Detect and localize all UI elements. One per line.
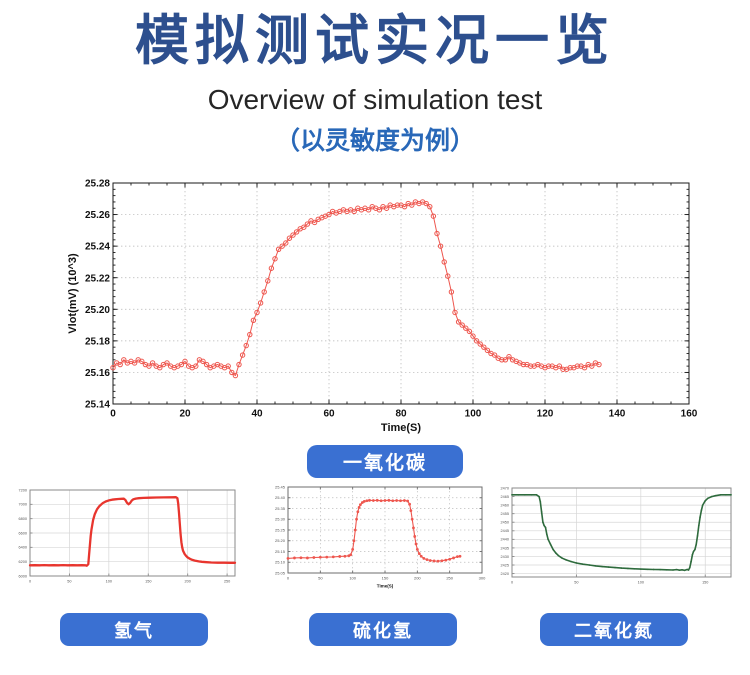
hydrogen-chart-canvas: 0 50 100 150 200 250 6000 6200 6400 6600 6800 7000 7… (19, 488, 237, 583)
svg-text:6400: 6400 (19, 546, 27, 550)
svg-text:50: 50 (318, 576, 323, 581)
hydrogen-chart: 0 50 100 150 200 250 6000 6200 6400 6600 6800 7000 7… (16, 487, 240, 587)
svg-text:200: 200 (414, 576, 421, 581)
svg-text:6800: 6800 (19, 517, 27, 521)
svg-text:25.26: 25.26 (85, 210, 110, 221)
svg-text:25.20: 25.20 (275, 538, 286, 543)
svg-text:50: 50 (67, 579, 71, 583)
svg-text:100: 100 (638, 580, 644, 584)
svg-text:6000: 6000 (19, 574, 27, 578)
svg-text:20: 20 (179, 409, 191, 420)
svg-text:7000: 7000 (19, 503, 27, 507)
svg-text:25.28: 25.28 (85, 179, 110, 190)
svg-text:150: 150 (702, 580, 708, 584)
svg-text:50: 50 (574, 580, 578, 584)
svg-text:2440: 2440 (501, 538, 509, 542)
svg-text:160: 160 (681, 409, 698, 420)
svg-text:2455: 2455 (501, 512, 509, 516)
page-title: 模拟测试实况一览 (135, 11, 615, 71)
svg-text:25.24: 25.24 (85, 242, 110, 253)
svg-text:25.15: 25.15 (275, 549, 286, 554)
svg-text:25.40: 25.40 (275, 495, 286, 500)
svg-text:6600: 6600 (19, 531, 27, 535)
nitrogen-dioxide-chart: 0 50 100 150 2420 2425 2430 2435 2440 2445 2450 245… (496, 485, 736, 587)
svg-text:150: 150 (145, 579, 151, 583)
svg-text:2420: 2420 (501, 572, 509, 576)
svg-text:80: 80 (395, 409, 407, 420)
svg-text:25.18: 25.18 (85, 336, 110, 347)
svg-text:25.45: 25.45 (275, 484, 286, 489)
svg-text:120: 120 (537, 409, 554, 420)
svg-text:40: 40 (251, 409, 263, 420)
svg-text:0: 0 (511, 580, 513, 584)
svg-text:300: 300 (479, 576, 486, 581)
svg-text:100: 100 (349, 576, 356, 581)
svg-text:2430: 2430 (501, 555, 509, 559)
svg-text:25.14: 25.14 (85, 400, 110, 411)
svg-text:2445: 2445 (501, 529, 509, 533)
svg-text:Time(S): Time(S) (381, 422, 421, 434)
svg-text:2460: 2460 (501, 503, 509, 507)
badge-nitrogen-dioxide: 二氧化氮 (540, 613, 688, 646)
svg-text:100: 100 (106, 579, 112, 583)
svg-text:150: 150 (382, 576, 389, 581)
svg-text:25.16: 25.16 (85, 368, 110, 379)
svg-text:25.35: 25.35 (275, 506, 286, 511)
hydrogen-sulfide-chart-canvas: 0 50 100 150 200 250 300 25.05 25.10 25.15 25.20 25… (275, 484, 486, 589)
hydrogen-sulfide-chart: 0 50 100 150 200 250 300 25.05 25.10 25.15 25.20 25… (270, 483, 492, 591)
nitrogen-dioxide-chart-canvas: 0 50 100 150 2420 2425 2430 2435 2440 2445 2450 245… (501, 486, 732, 584)
svg-text:2465: 2465 (501, 495, 509, 499)
badge-hydrogen-sulfide: 硫化氢 (309, 613, 457, 646)
svg-text:25.30: 25.30 (275, 517, 286, 522)
svg-text:25.25: 25.25 (275, 527, 286, 532)
svg-text:7200: 7200 (19, 488, 27, 492)
carbon-monoxide-chart-canvas: 0 20 40 60 80 100 120 140 160 25.14 25.16 25.18 25.2… (67, 179, 698, 434)
svg-text:25.22: 25.22 (85, 273, 110, 284)
svg-text:200: 200 (185, 579, 191, 583)
carbon-monoxide-sensitivity-chart: 0 20 40 60 80 100 120 140 160 25.14 25.16 25.18 25.2… (66, 162, 711, 440)
svg-text:2450: 2450 (501, 521, 509, 525)
svg-text:140: 140 (609, 409, 626, 420)
svg-text:25.10: 25.10 (275, 560, 286, 565)
svg-text:250: 250 (446, 576, 453, 581)
svg-text:60: 60 (323, 409, 335, 420)
svg-text:6200: 6200 (19, 560, 27, 564)
svg-text:2470: 2470 (501, 486, 509, 490)
svg-text:0: 0 (29, 579, 31, 583)
svg-text:2425: 2425 (501, 563, 509, 567)
svg-text:25.05: 25.05 (275, 570, 286, 575)
svg-text:0: 0 (287, 576, 290, 581)
svg-text:0: 0 (110, 409, 116, 420)
svg-text:25.20: 25.20 (85, 305, 110, 316)
svg-text:100: 100 (465, 409, 482, 420)
svg-text:2435: 2435 (501, 546, 509, 550)
badge-hydrogen: 氢气 (60, 613, 208, 646)
page-subtitle: Overview of simulation test (207, 84, 543, 115)
svg-text:Vlot(mV) (10^3): Vlot(mV) (10^3) (67, 253, 79, 334)
svg-text:Time(S): Time(S) (377, 584, 394, 589)
svg-text:250: 250 (224, 579, 230, 583)
badge-carbon-monoxide: 一氧化碳 (307, 445, 463, 478)
sensitivity-note: （以灵敏度为例） (274, 127, 475, 155)
